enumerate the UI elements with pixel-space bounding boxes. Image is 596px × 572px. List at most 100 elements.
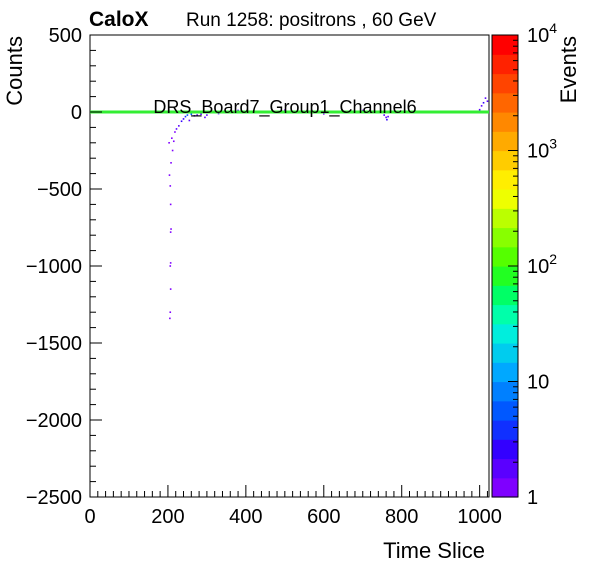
- color-band: [492, 477, 518, 498]
- hit-point-5: [169, 231, 172, 233]
- hit-point-10: [170, 162, 172, 164]
- hit-point-35: [385, 116, 387, 119]
- hit-point-24: [193, 115, 196, 117]
- plot-area: 0 200 400 600 800 1000 500 0 −500 −1000 −1500 −200…: [26, 25, 502, 528]
- color-band: [492, 343, 518, 363]
- hit-point-18: [180, 120, 183, 123]
- hit-point-39: [480, 105, 483, 107]
- z-tick-exponent: 4: [549, 20, 557, 36]
- x-tick-label: 800: [385, 506, 418, 528]
- hit-point-36: [386, 118, 388, 121]
- y-axis: 500 0 −500 −1000 −1500 −2000 −2500: [26, 25, 102, 509]
- z-tick-label: 102: [527, 251, 557, 278]
- z-tick-label: 10: [527, 372, 549, 394]
- hit-point-6: [170, 228, 172, 230]
- color-band: [492, 420, 518, 440]
- color-band: [492, 304, 518, 325]
- hit-point-32: [322, 113, 325, 115]
- y-axis-label: Counts: [2, 36, 27, 106]
- hit-point-16: [175, 128, 178, 130]
- color-band: [492, 246, 518, 267]
- color-band: [492, 400, 518, 421]
- y-tick-label: −2000: [26, 410, 82, 432]
- x-axis-label: Time Slice: [383, 538, 485, 563]
- color-band: [492, 112, 518, 132]
- x-tick-label: 400: [229, 506, 262, 528]
- y-tick-label: 0: [71, 102, 82, 124]
- hit-point-26: [200, 113, 202, 116]
- hit-point-41: [484, 97, 487, 99]
- x-tick-label: 200: [151, 506, 184, 528]
- hit-point-42: [486, 100, 489, 103]
- color-band: [492, 381, 518, 402]
- hit-point-28: [206, 114, 208, 116]
- hit-point-33: [361, 109, 364, 112]
- color-band: [492, 189, 518, 209]
- y-tick-label: −1500: [26, 333, 82, 355]
- hit-point-34: [383, 114, 385, 116]
- color-band: [492, 266, 518, 286]
- hit-point-4: [169, 262, 172, 264]
- hit-point-23: [190, 113, 193, 116]
- color-band: [492, 92, 518, 113]
- color-band: [492, 169, 518, 190]
- hit-point-2: [169, 288, 172, 290]
- color-band: [492, 131, 518, 152]
- z-tick-label: 104: [527, 20, 557, 47]
- hit-point-20: [184, 115, 187, 118]
- color-scale: [491, 34, 519, 498]
- color-band: [492, 227, 518, 248]
- hit-point-30: [237, 109, 239, 112]
- run-info: Run 1258: positrons , 60 GeV: [186, 10, 437, 31]
- color-band: [492, 35, 518, 55]
- x-tick-label: 1000: [457, 506, 502, 528]
- hit-point-9: [168, 174, 171, 176]
- x-tick-label: 600: [307, 506, 340, 528]
- histogram-title: DRS_Board7_Group1_Channel6: [153, 97, 416, 118]
- hit-point-12: [171, 137, 173, 139]
- baseline-layer: [90, 110, 489, 114]
- hit-point-25: [196, 114, 198, 116]
- color-band: [492, 54, 518, 75]
- experiment-label: CaloX: [89, 8, 149, 31]
- color-band: [492, 150, 518, 171]
- hit-point-38: [478, 108, 481, 111]
- hit-point-40: [482, 101, 485, 104]
- x-tick-label: 0: [84, 506, 95, 528]
- y-tick-label: −2500: [26, 487, 82, 509]
- hit-point-21: [186, 114, 189, 116]
- color-band: [492, 73, 518, 94]
- color-band: [492, 285, 518, 306]
- y-tick-label: 500: [49, 25, 82, 47]
- z-tick-label: 1: [527, 487, 538, 509]
- hit-point-11: [168, 142, 170, 144]
- y-tick-label: −500: [37, 179, 82, 201]
- baseline-band: [90, 110, 489, 114]
- hit-point-7: [169, 203, 172, 206]
- hit-point-31: [284, 109, 286, 111]
- color-band: [492, 208, 518, 229]
- color-band: [492, 458, 518, 479]
- hit-point-8: [169, 185, 172, 187]
- hit-point-27: [204, 116, 206, 119]
- hit-point-13: [171, 149, 174, 152]
- color-band: [492, 439, 518, 460]
- z-tick-exponent: 2: [549, 251, 557, 267]
- hits-layer: [168, 97, 489, 320]
- z-axis-label: Events: [556, 36, 581, 103]
- hit-point-19: [182, 118, 185, 120]
- color-band: [492, 362, 518, 383]
- hit-point-1: [169, 311, 172, 313]
- x-axis: 0 200 400 600 800 1000: [84, 485, 502, 528]
- hit-point-0: [169, 317, 171, 320]
- hit-point-37: [387, 115, 389, 118]
- hit-point-15: [174, 131, 176, 133]
- hit-point-29: [217, 112, 220, 115]
- hit-point-22: [188, 119, 191, 122]
- y-tick-label: −1000: [26, 256, 82, 278]
- hit-point-3: [169, 265, 172, 267]
- hit-point-17: [178, 125, 180, 127]
- color-band: [492, 323, 518, 344]
- hit-point-14: [172, 140, 175, 143]
